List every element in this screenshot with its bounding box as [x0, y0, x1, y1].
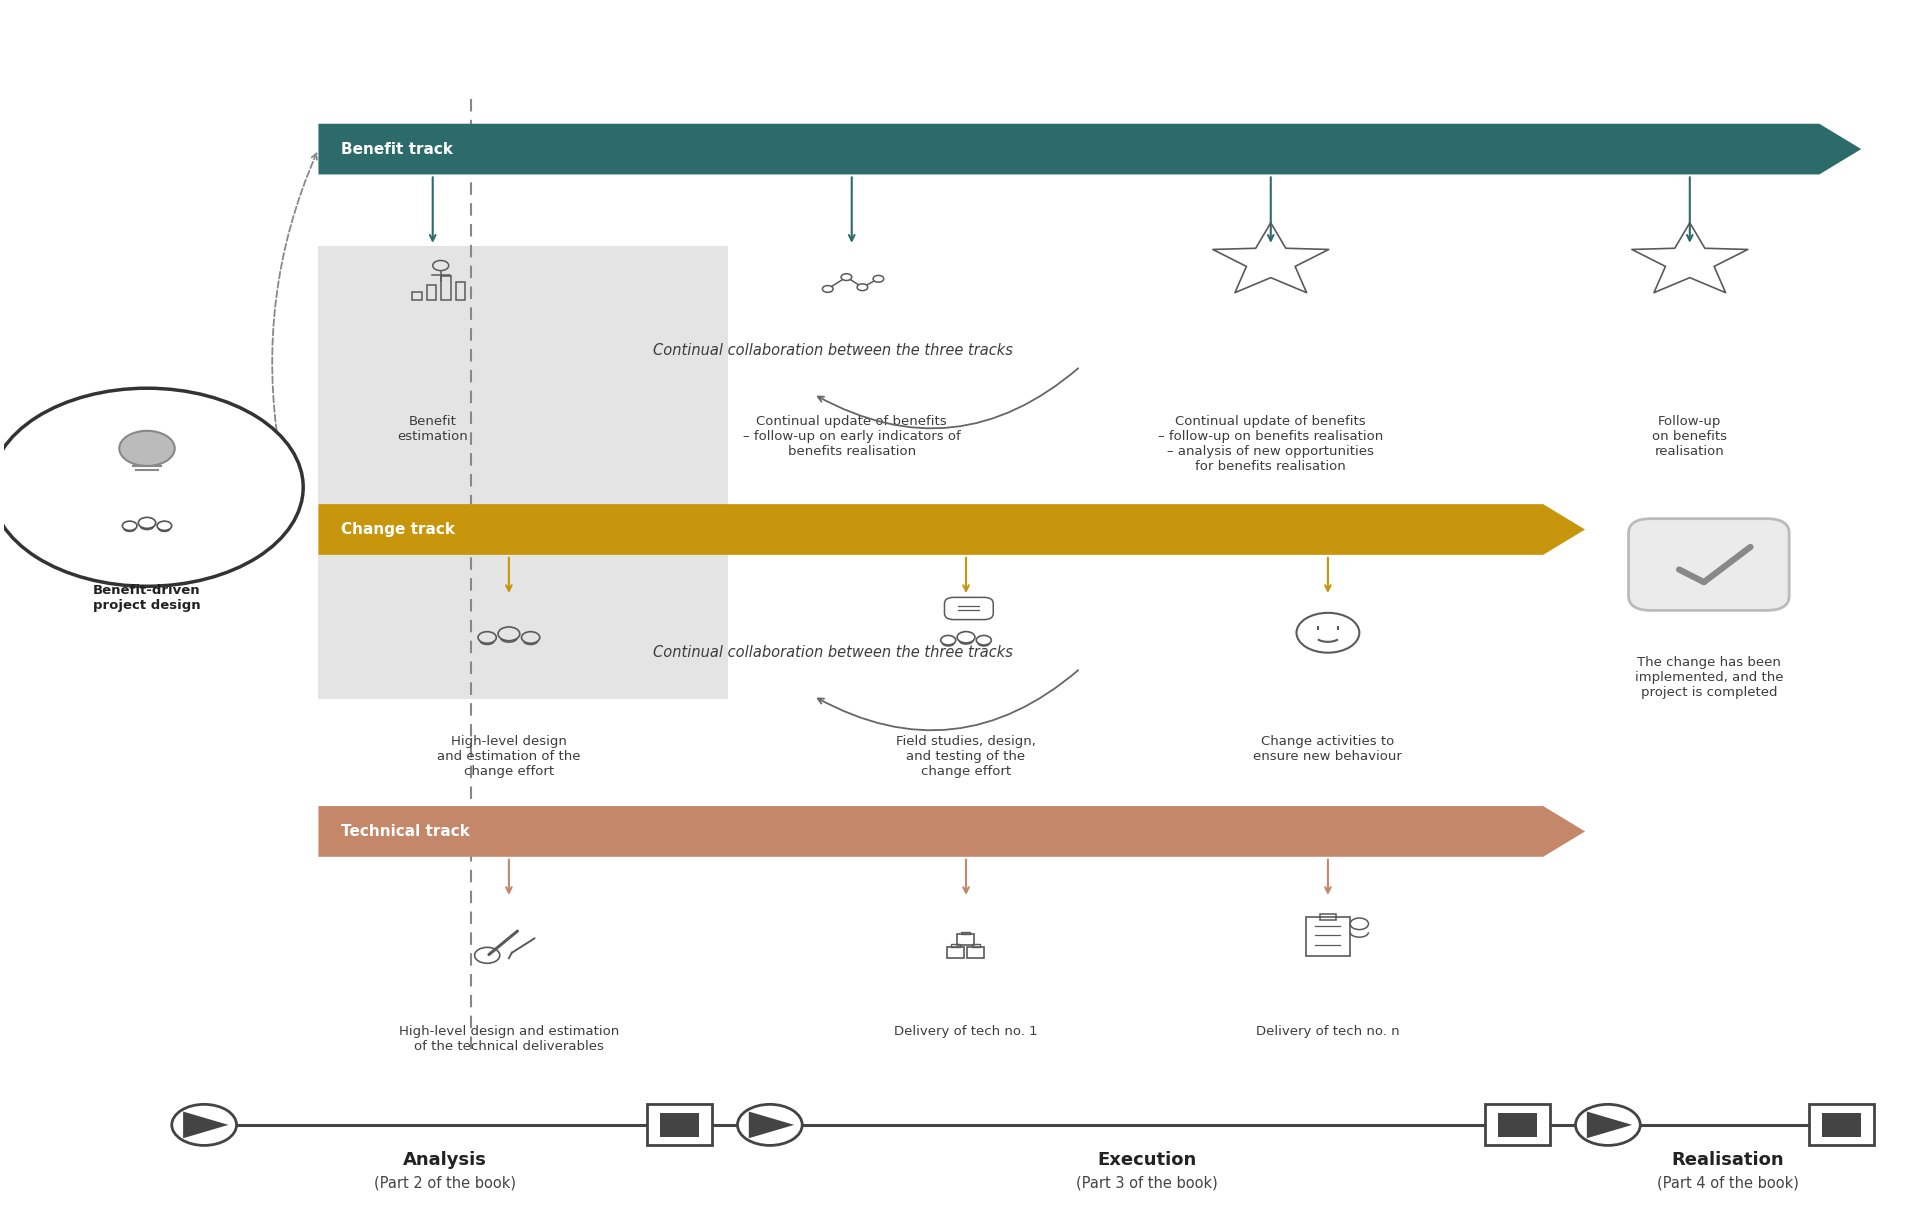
Text: Realisation: Realisation: [1672, 1152, 1785, 1170]
Text: Follow-up
on benefits
realisation: Follow-up on benefits realisation: [1653, 415, 1727, 457]
Text: Technical track: Technical track: [341, 824, 471, 839]
Bar: [1821, 1113, 1861, 1137]
Text: (Part 3 of the book): (Part 3 of the book): [1077, 1176, 1219, 1190]
Bar: [956, 934, 974, 946]
Circle shape: [738, 1104, 802, 1145]
Bar: [972, 945, 979, 947]
Polygon shape: [318, 124, 1861, 174]
Circle shape: [857, 283, 869, 291]
Text: (Part 2 of the book): (Part 2 of the book): [375, 1176, 517, 1190]
Bar: [660, 1113, 698, 1137]
Polygon shape: [318, 505, 1586, 554]
Bar: [1484, 1104, 1550, 1145]
FancyBboxPatch shape: [1628, 519, 1789, 610]
Polygon shape: [748, 1111, 794, 1138]
Circle shape: [0, 388, 302, 586]
Text: Change track: Change track: [341, 522, 455, 537]
Bar: [1307, 917, 1351, 957]
Bar: [962, 931, 970, 934]
Circle shape: [823, 286, 832, 292]
Bar: [951, 945, 960, 947]
Text: Field studies, design,
and testing of the
change effort: Field studies, design, and testing of th…: [895, 734, 1037, 778]
Circle shape: [119, 430, 174, 466]
Bar: [413, 292, 423, 300]
Text: Benefit-driven
project design: Benefit-driven project design: [94, 584, 201, 612]
Polygon shape: [1588, 1111, 1632, 1138]
Text: Analysis: Analysis: [404, 1152, 488, 1170]
Text: Continual collaboration between the three tracks: Continual collaboration between the thre…: [652, 343, 1012, 359]
Polygon shape: [184, 1111, 228, 1138]
Text: Continual update of benefits
– follow-up on early indicators of
benefits realisa: Continual update of benefits – follow-up…: [742, 415, 960, 457]
Polygon shape: [318, 806, 1586, 857]
Circle shape: [872, 275, 884, 282]
Text: High-level design
and estimation of the
change effort: High-level design and estimation of the …: [438, 734, 582, 778]
Circle shape: [172, 1104, 237, 1145]
Text: Benefit track: Benefit track: [341, 141, 453, 157]
Text: Continual collaboration between the three tracks: Continual collaboration between the thre…: [652, 646, 1012, 660]
Text: High-level design and estimation
of the technical deliverables: High-level design and estimation of the …: [398, 1025, 620, 1053]
Bar: [1810, 1104, 1875, 1145]
Bar: [318, 246, 729, 698]
Text: Delivery of tech no. n: Delivery of tech no. n: [1257, 1025, 1400, 1037]
Bar: [427, 285, 436, 300]
Text: Execution: Execution: [1098, 1152, 1198, 1170]
Bar: [455, 282, 465, 300]
Text: Benefit
estimation: Benefit estimation: [398, 415, 469, 443]
Text: (Part 4 of the book): (Part 4 of the book): [1657, 1176, 1798, 1190]
Text: Delivery of tech no. 1: Delivery of tech no. 1: [893, 1025, 1039, 1037]
Bar: [947, 947, 964, 958]
Circle shape: [842, 274, 851, 281]
Text: Continual update of benefits
– follow-up on benefits realisation
– analysis of n: Continual update of benefits – follow-up…: [1157, 415, 1383, 473]
Text: Change activities to
ensure new behaviour: Change activities to ensure new behaviou…: [1253, 734, 1402, 762]
Bar: [966, 947, 985, 958]
Bar: [1498, 1113, 1536, 1137]
Circle shape: [1576, 1104, 1639, 1145]
Bar: [442, 276, 451, 300]
Text: The change has been
implemented, and the
project is completed: The change has been implemented, and the…: [1634, 657, 1783, 699]
Bar: [1320, 913, 1335, 921]
Bar: [647, 1104, 712, 1145]
